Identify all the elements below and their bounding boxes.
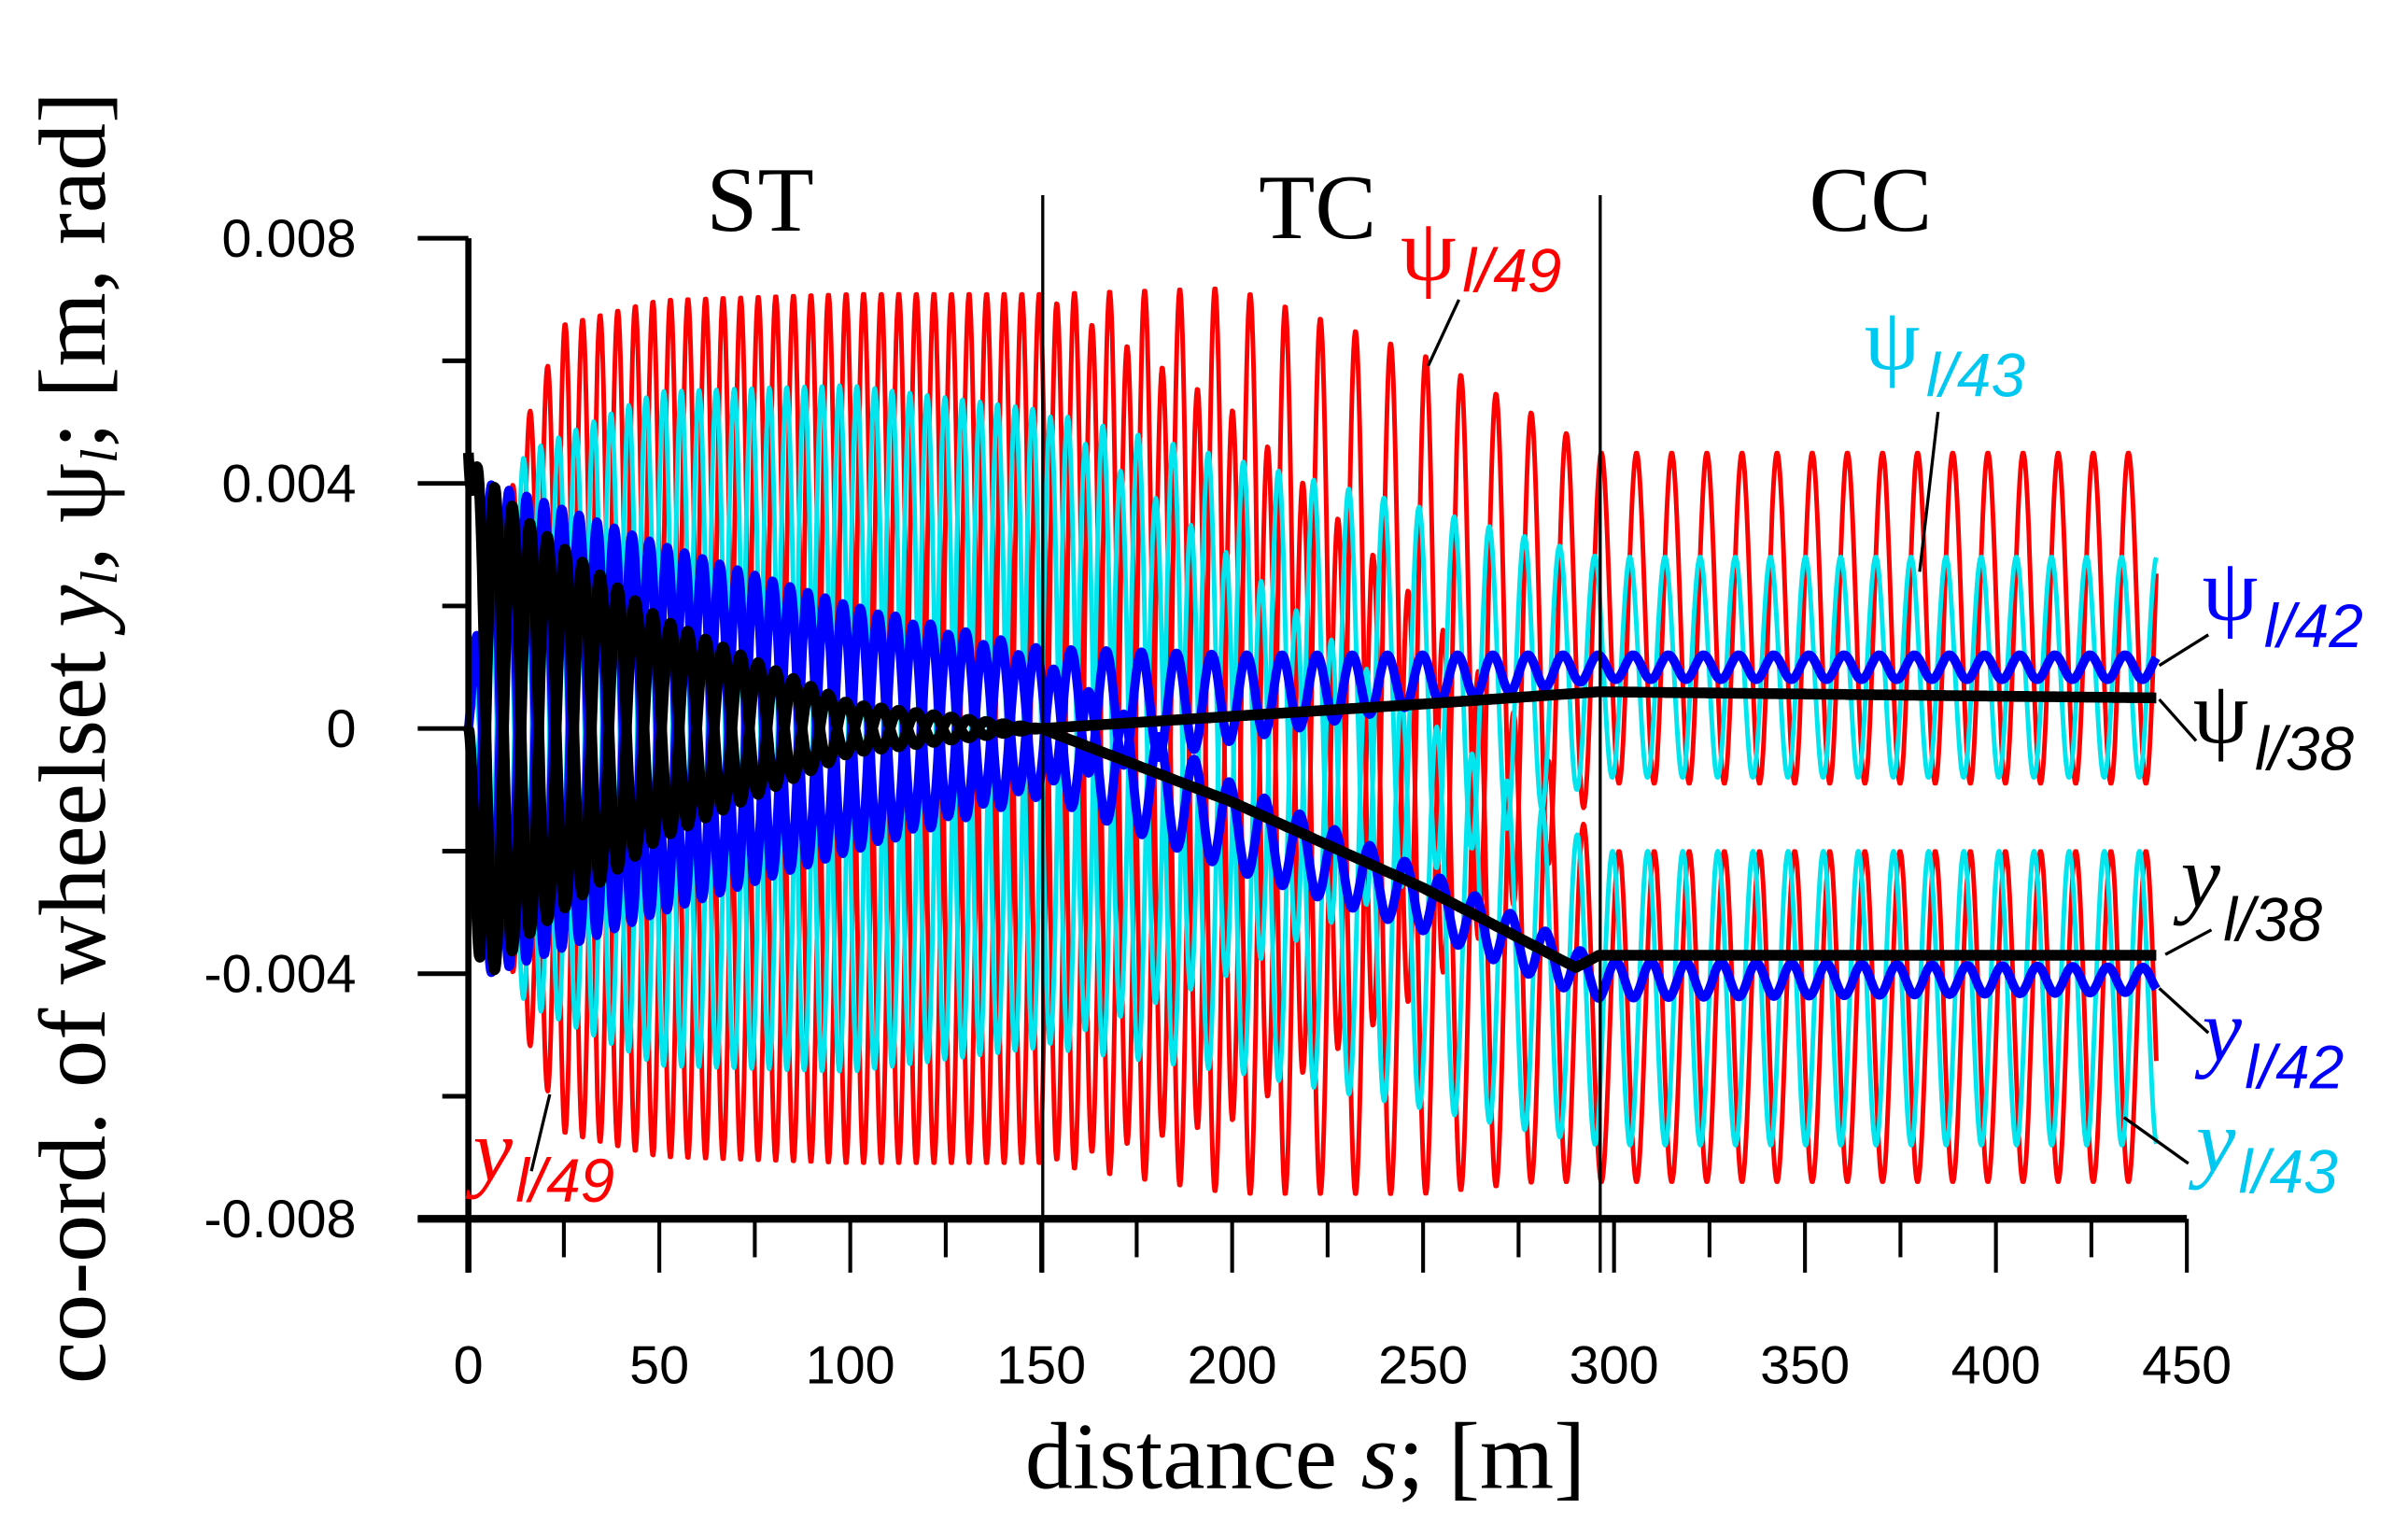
series-line-psi-l-43 (466, 384, 2159, 1074)
axes: -0.008 -0.004 0 0.004 0.008 0 50 100 150 200 250 3… (204, 209, 2232, 1396)
y-tick-label: 0.008 (222, 209, 357, 269)
x-tick-label: 300 (1570, 1335, 1659, 1395)
y-tick-label: 0 (327, 699, 357, 759)
x-axis-title: distance s; [m] (1025, 1403, 1585, 1509)
leader-y-l38 (2164, 928, 2213, 956)
x-tick-label: 0 (454, 1335, 484, 1395)
series-line-psi-l-42 (463, 486, 2161, 978)
section-boundaries (1041, 195, 1602, 1273)
y-tick-label: 0.004 (222, 454, 357, 514)
y-tick-label: -0.004 (204, 944, 356, 1004)
leader-psi-l42 (2158, 633, 2210, 668)
leader-psi-l49 (1427, 299, 1461, 367)
series-line-y-l-38 (463, 482, 2162, 973)
label-psi-l49: ψ l/49 (1401, 201, 1561, 305)
label-y-l42: yl/42 (2195, 981, 2345, 1102)
x-tick-label: 100 (806, 1335, 895, 1395)
leader-y-l43 (2122, 1116, 2190, 1165)
leader-y-l42 (2158, 987, 2210, 1035)
x-tick-label: 150 (996, 1335, 1086, 1395)
x-tick-label: 400 (1951, 1335, 2041, 1395)
section-label-cc: CC (1810, 149, 1933, 251)
leader-y-l49 (529, 1093, 552, 1172)
x-tick-label: 250 (1378, 1335, 1468, 1395)
leader-psi-l38 (2158, 698, 2198, 742)
x-tick-label: 350 (1760, 1335, 1850, 1395)
leader-psi-l43 (1918, 411, 1940, 572)
label-y-l43: yl/43 (2189, 1092, 2338, 1206)
y-axis-title: co-ord. of wheelset yl, ψl; [m, rad] (21, 92, 129, 1384)
y-tick-label: -0.008 (204, 1190, 356, 1249)
x-tick-label: 200 (1188, 1335, 1277, 1395)
label-y-l38: yl/38 (2174, 827, 2323, 953)
series-line-y-l-42 (463, 480, 2161, 1003)
label-y-l49: yl/49 (466, 1101, 615, 1215)
label-psi-l42: ψ l/42 (2203, 540, 2363, 660)
label-psi-l38: ψ l/38 (2193, 663, 2355, 783)
label-leaders (529, 299, 2213, 1172)
x-tick-label: 450 (2142, 1335, 2232, 1395)
x-ticks: 0 50 100 150 200 250 300 350 400 450 (454, 1219, 2232, 1395)
y-ticks: -0.008 -0.004 0 0.004 0.008 (204, 209, 469, 1249)
series-line-y-l-43 (466, 383, 2159, 1148)
section-label-st: ST (707, 149, 814, 251)
x-tick-label: 50 (629, 1335, 689, 1395)
plot-series (462, 286, 2162, 1196)
section-label-tc: TC (1259, 157, 1376, 259)
label-psi-l43: ψ l/43 (1865, 289, 2026, 410)
